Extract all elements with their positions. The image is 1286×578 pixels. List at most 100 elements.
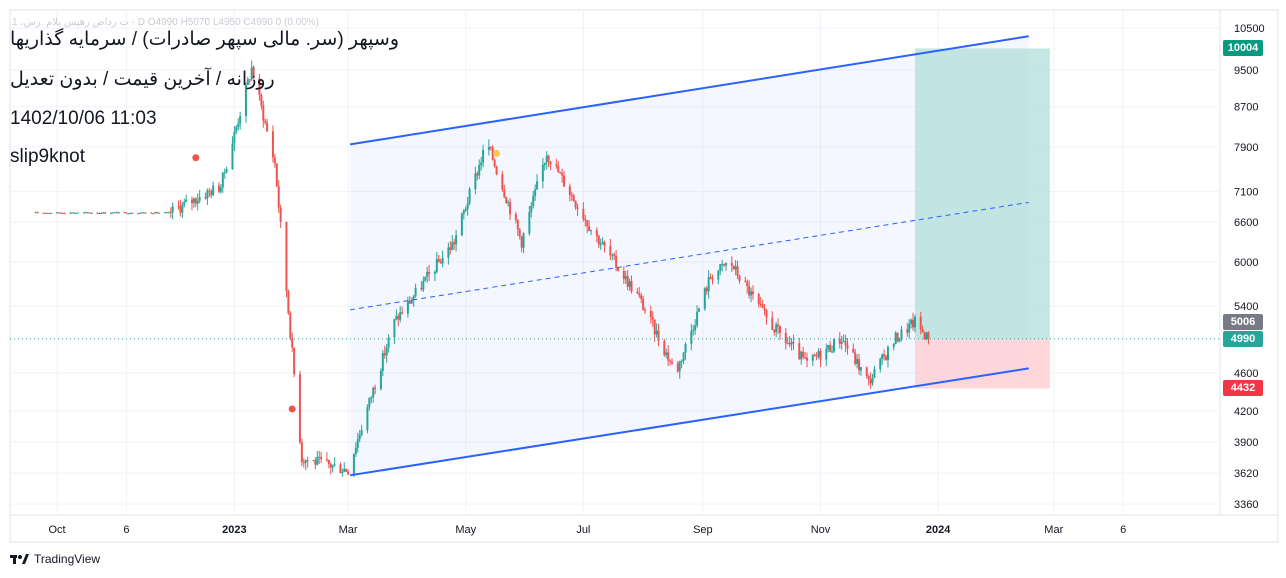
candle-body <box>260 94 263 106</box>
candle-body <box>536 181 539 190</box>
candle-body <box>453 242 456 245</box>
candle-body <box>318 456 321 458</box>
candle-body <box>493 159 496 167</box>
channel-mid-line <box>349 201 1029 311</box>
candle-body <box>786 342 789 344</box>
candle-body <box>723 264 726 266</box>
candle-body <box>136 213 139 215</box>
y-tick-label: 7100 <box>1234 187 1258 199</box>
candle-body <box>555 164 558 166</box>
candle-body <box>185 199 188 202</box>
candle-body <box>867 376 870 380</box>
candle-body <box>811 354 814 361</box>
candle-body <box>838 338 841 344</box>
candle-body <box>617 267 620 271</box>
candle-body <box>802 351 805 358</box>
candle-body <box>360 430 363 436</box>
candle-body <box>906 329 909 333</box>
candle-body <box>36 212 39 214</box>
candle-body <box>104 212 107 214</box>
x-tick-label: May <box>455 524 476 536</box>
candle-body <box>410 299 413 304</box>
candle-body <box>399 312 402 320</box>
position-zones[interactable] <box>350 36 1050 476</box>
candle-body <box>680 361 683 363</box>
x-tick-label: 2023 <box>222 524 246 536</box>
candle-body <box>509 202 512 215</box>
candle-body <box>653 319 656 335</box>
candle-body <box>314 460 317 465</box>
candle-body <box>684 343 687 353</box>
candle-body <box>667 352 670 361</box>
candle-body <box>115 212 118 214</box>
candle-body <box>354 447 357 454</box>
candle-body <box>846 345 849 349</box>
candle-body <box>298 374 301 443</box>
candle-body <box>709 277 712 279</box>
candle-body <box>385 347 388 356</box>
candle-body <box>522 233 525 248</box>
candle-body <box>352 453 355 475</box>
author-title: slip9knot <box>10 146 85 167</box>
candle-body <box>327 459 330 465</box>
candle-body <box>345 468 348 472</box>
candle-body <box>158 212 161 214</box>
candle-body <box>125 212 128 214</box>
candle-body <box>152 213 155 215</box>
candle-body <box>561 173 564 176</box>
candle-body <box>208 190 211 192</box>
candle-body <box>179 206 182 213</box>
candle-body <box>192 198 195 204</box>
candle-body <box>584 219 587 221</box>
candle-body <box>142 212 145 214</box>
candle-body <box>805 357 808 361</box>
candle-body <box>927 332 930 339</box>
candle-body <box>910 319 913 324</box>
candle-body <box>871 377 874 384</box>
candle-body <box>894 332 897 344</box>
candle-body <box>441 257 444 264</box>
candle-body <box>312 460 315 462</box>
candle-body <box>923 332 926 340</box>
candle-body <box>570 195 573 197</box>
candle-body <box>651 316 654 320</box>
x-tick-label: Mar <box>339 524 358 536</box>
candle-body <box>370 397 373 399</box>
candle-body <box>210 191 213 196</box>
x-tick-label: 6 <box>123 524 129 536</box>
candles <box>34 60 930 478</box>
candle-body <box>744 280 747 282</box>
candle-body <box>601 242 604 245</box>
candle-body <box>879 358 882 370</box>
channel-lower-line <box>349 367 1029 477</box>
candle-body <box>784 332 787 344</box>
x-tick-label: 6 <box>1120 524 1126 536</box>
y-tick-label: 4600 <box>1234 368 1258 380</box>
x-tick-label: Jul <box>576 524 590 536</box>
trend-channel[interactable] <box>10 35 1220 477</box>
candle-body <box>595 230 598 236</box>
candle-body <box>574 201 577 208</box>
candle-body <box>435 259 438 273</box>
candle-body <box>775 324 778 333</box>
candle-body <box>912 319 915 328</box>
candle-body <box>750 291 753 296</box>
chart-border <box>9 9 1279 543</box>
candle-body <box>491 147 494 160</box>
candle-body <box>761 304 764 309</box>
candle-body <box>462 210 465 214</box>
brand[interactable]: TradingView <box>10 552 100 566</box>
candle-body <box>516 219 519 230</box>
candle-body <box>331 465 334 468</box>
candle-body <box>730 263 733 266</box>
candle-body <box>624 275 627 280</box>
candle-body <box>42 212 45 214</box>
candle-body <box>590 230 593 232</box>
candle-body <box>692 329 695 331</box>
timestamp-title: 1402/10/06 11:03 <box>10 108 157 129</box>
candle-body <box>925 332 928 340</box>
candle-body <box>289 313 292 339</box>
candle-body <box>190 199 193 204</box>
candle-body <box>532 195 535 206</box>
candle-body <box>732 265 735 270</box>
